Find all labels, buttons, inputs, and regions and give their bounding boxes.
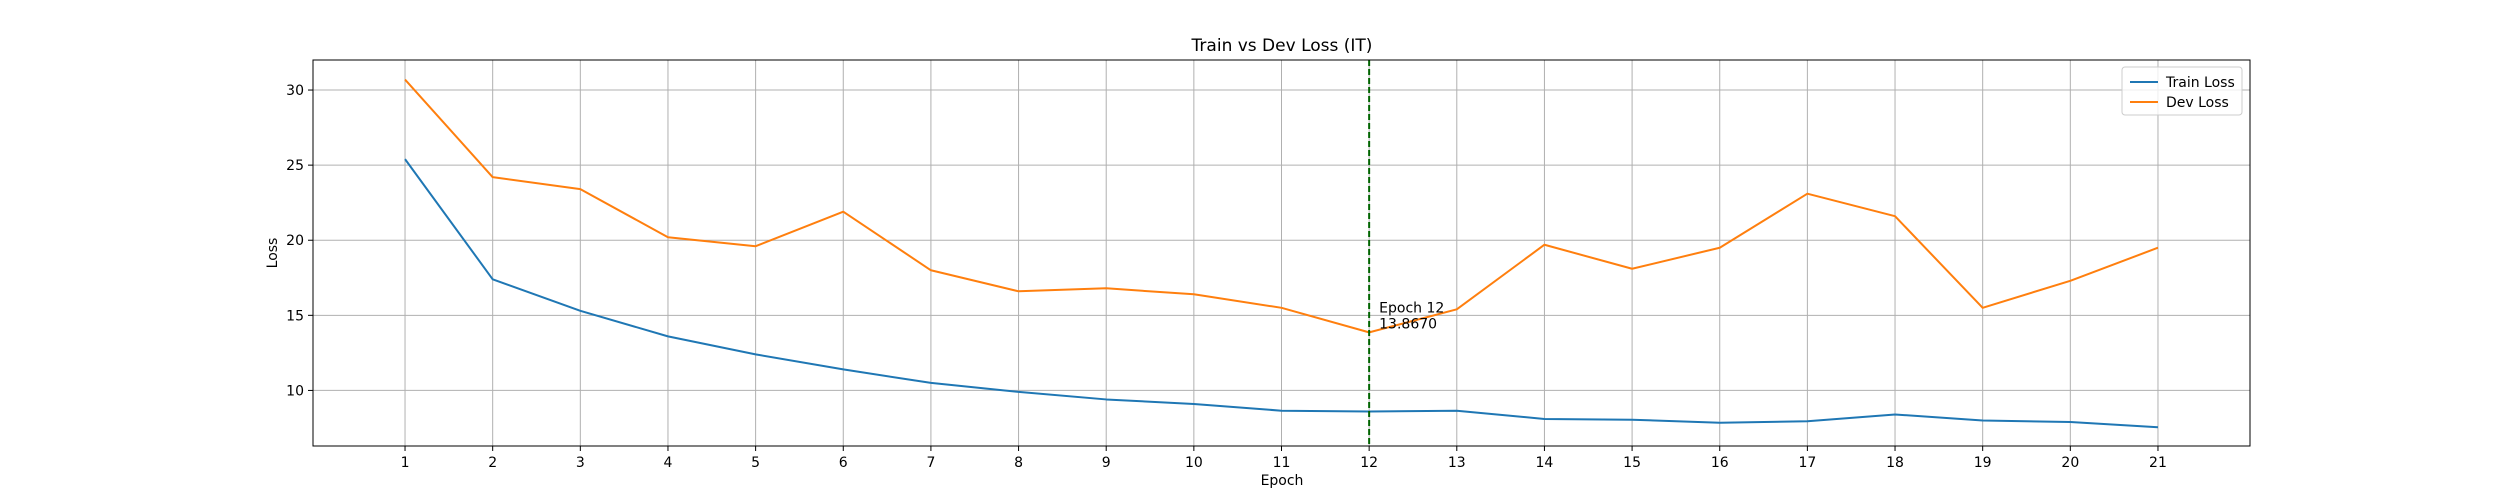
legend: Train Loss Dev Loss: [2121, 66, 2243, 116]
x-tick-label: 21: [2149, 455, 2167, 471]
x-tick-label: 17: [1798, 455, 1816, 471]
x-tick-label: 16: [1711, 455, 1729, 471]
y-tick-label: 15: [286, 308, 304, 324]
axis-ticks: 1 2 3 4 5 6 7 8 9 10 11 12 13 14 15 16 17 18 19 20 211015202…: [286, 83, 2167, 471]
y-tick-label: 10: [286, 383, 304, 399]
legend-label-train-loss: Train Loss: [2165, 75, 2235, 91]
x-tick-label: 5: [751, 455, 760, 471]
x-tick-label: 7: [926, 455, 935, 471]
chart-title: Train vs Dev Loss (IT): [1191, 36, 1373, 56]
x-tick-label: 14: [1536, 455, 1554, 471]
x-tick-label: 11: [1273, 455, 1291, 471]
x-tick-label: 18: [1886, 455, 1904, 471]
legend-label-dev-loss: Dev Loss: [2166, 95, 2229, 111]
y-tick-label: 25: [286, 158, 304, 174]
x-tick-label: 12: [1360, 455, 1378, 471]
series-line-train-loss: [404, 158, 2159, 429]
x-tick-label: 8: [1014, 455, 1023, 471]
series-lines: [404, 60, 2159, 446]
x-tick-label: 15: [1623, 455, 1641, 471]
x-tick-label: 3: [576, 455, 585, 471]
x-tick-label: 20: [2061, 455, 2079, 471]
grid-lines: [313, 60, 2250, 446]
x-tick-label: 10: [1185, 455, 1203, 471]
series-line-dev-loss: [404, 78, 2159, 334]
best-epoch-annotation: Epoch 12 13.8670: [1379, 300, 1444, 332]
y-axis-label: Loss: [265, 238, 281, 269]
annotation-epoch: Epoch 12: [1379, 300, 1444, 316]
x-tick-label: 4: [664, 455, 673, 471]
annotation-value: 13.8670: [1379, 316, 1437, 332]
x-tick-label: 6: [839, 455, 848, 471]
x-tick-label: 1: [401, 455, 410, 471]
x-tick-label: 13: [1448, 455, 1466, 471]
y-tick-label: 20: [286, 233, 304, 249]
x-tick-label: 9: [1102, 455, 1111, 471]
x-tick-label: 2: [488, 455, 497, 471]
x-tick-label: 19: [1974, 455, 1992, 471]
x-axis-label: Epoch: [1261, 473, 1304, 489]
y-tick-label: 30: [286, 83, 304, 99]
